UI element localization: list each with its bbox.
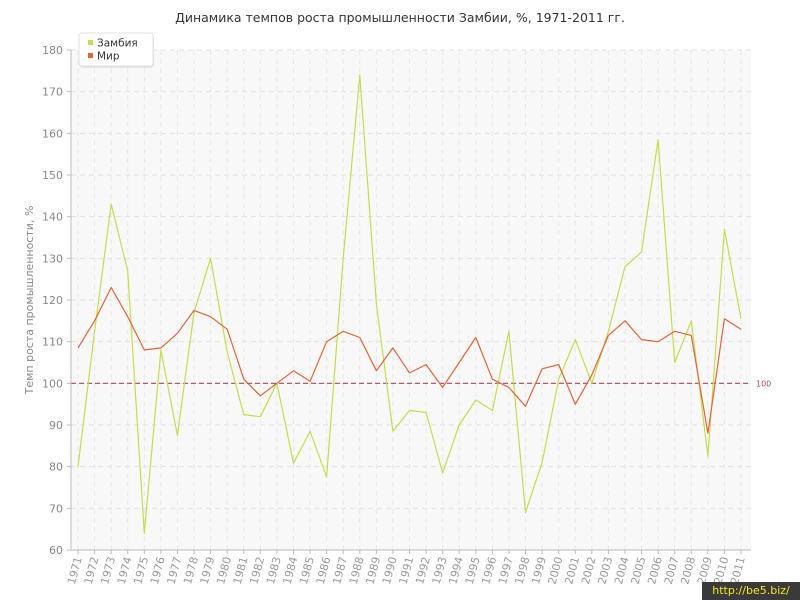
- axes: [67, 49, 751, 554]
- series-lines: [77, 74, 742, 534]
- y-tick-label: 120: [42, 294, 63, 307]
- reference-line-label: 100: [756, 379, 771, 388]
- y-tick-labels: 60 70 80 90 100 110 120 130 140 150 160 170 180: [42, 44, 63, 557]
- y-tick-label: 90: [49, 419, 63, 432]
- y-tick-label: 130: [42, 252, 63, 265]
- y-axis-label: Темп роста промышленности, %: [23, 206, 36, 396]
- y-tick-label: 100: [42, 377, 63, 390]
- y-tick-label: 140: [42, 211, 63, 224]
- legend-box: [78, 32, 154, 67]
- x-tick-labels: 1971197219731974197519761977197819791980…: [65, 555, 748, 585]
- y-tick-label: 70: [49, 502, 63, 515]
- chart-title: Динамика темпов роста промышленности Зам…: [175, 10, 625, 25]
- legend-label: Мир: [97, 51, 120, 63]
- y-tick-label: 110: [42, 336, 63, 349]
- y-tick-label: 80: [49, 461, 63, 474]
- y-tick-label: 150: [42, 169, 63, 182]
- grid-lines: [71, 49, 751, 551]
- series-line-zambia: [77, 74, 742, 534]
- watermark[interactable]: http://be5.biz/: [702, 582, 800, 600]
- legend-marker: [88, 53, 93, 58]
- legend-marker: [88, 40, 93, 45]
- y-tick-label: 160: [42, 127, 63, 140]
- y-tick-label: 60: [49, 544, 63, 557]
- legend-label: Замбия: [97, 38, 138, 50]
- y-tick-label: 170: [42, 86, 63, 99]
- y-tick-label: 180: [42, 44, 63, 57]
- series-line-world: [77, 286, 742, 434]
- plot-background: [71, 50, 751, 550]
